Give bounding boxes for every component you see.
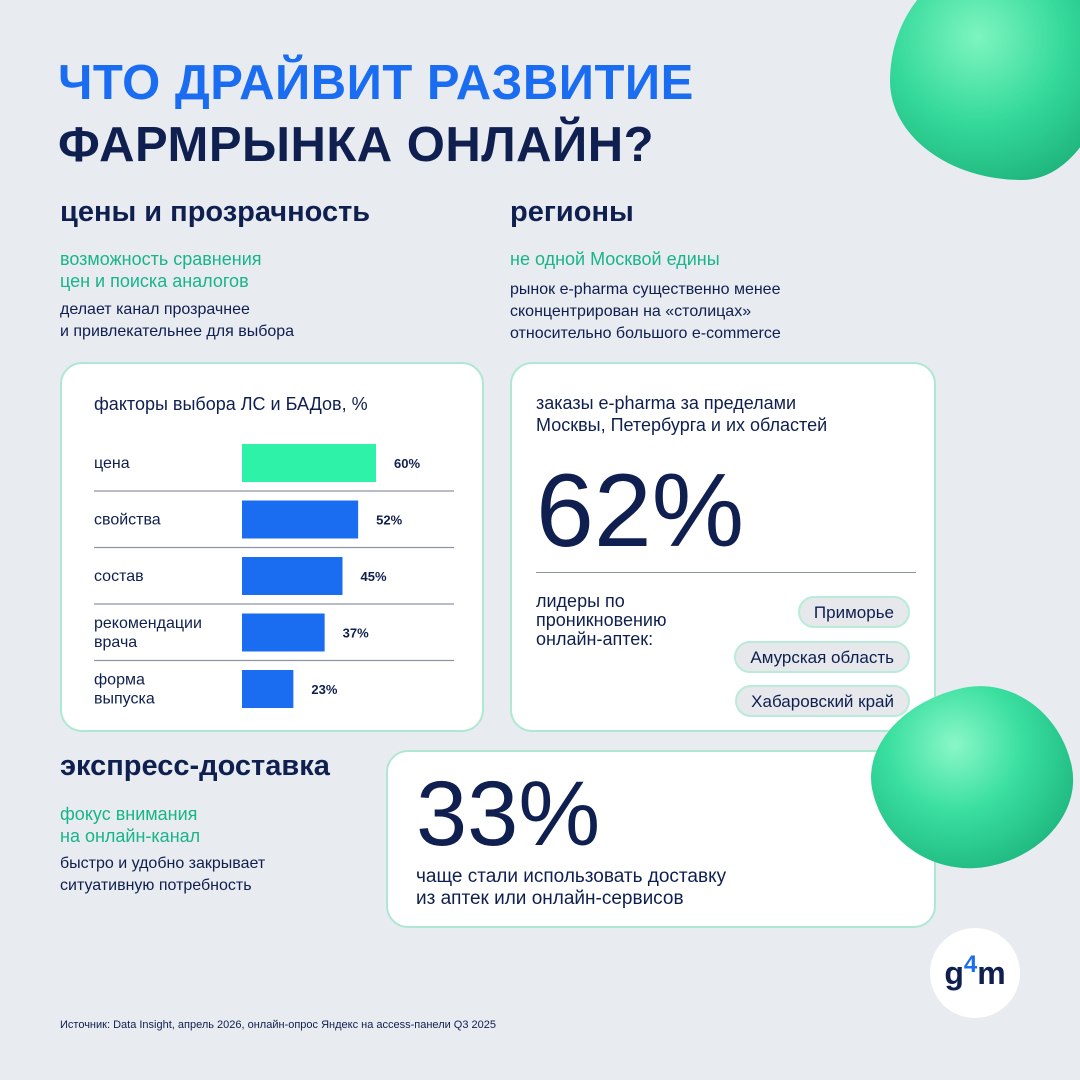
bar — [242, 670, 294, 708]
prices-teal-line-1: возможность сравнения — [60, 249, 262, 269]
regions-card-caption-line-2: Москвы, Петербурга и их областей — [536, 415, 828, 435]
category-label: состав — [94, 568, 144, 585]
bar-chart: цена 60% свойства 52% состав 45% рекомендации в… — [94, 444, 454, 708]
category-label: свойства — [94, 512, 161, 529]
express-card-caption-line-2: из аптек или онлайн-сервисов — [416, 888, 684, 909]
regions-description-line-2: сконцентрирован на «столицах» — [510, 303, 752, 320]
regions-divider — [536, 572, 916, 573]
express-card-caption-line-1: чаще стали использовать доставку — [416, 866, 727, 887]
regions-description: рынок e-pharma существенно менее сконцен… — [510, 279, 781, 345]
value-label: 52% — [376, 513, 402, 528]
value-label: 45% — [361, 569, 387, 584]
title-line-1: ЧТО ДРАЙВИТ РАЗВИТИЕ — [58, 56, 694, 110]
chart-title: факторы выбора ЛС и БАДов, % — [94, 394, 368, 414]
page-title: ЧТО ДРАЙВИТ РАЗВИТИЕ ФАРМРЫНКА ОНЛАЙН? — [58, 52, 694, 176]
region-pill-amur: Амурская область — [734, 641, 910, 673]
regions-card-caption: заказы e-pharma за пределами Москвы, Пет… — [536, 392, 827, 436]
prices-description-line-2: и привлекательнее для выбора — [60, 323, 295, 340]
regions-big-percent: 62% — [536, 453, 745, 569]
prices-heading: цены и прозрачность — [60, 196, 371, 228]
express-description: быстро и удобно закрывает ситуативную по… — [60, 853, 265, 897]
bar — [242, 613, 325, 652]
express-card-caption: чаще стали использовать доставку из апте… — [416, 866, 726, 910]
region-pill-khabarovsk: Хабаровский край — [735, 685, 910, 717]
regions-heading: регионы — [510, 196, 634, 228]
leaders-label-line-1: лидеры по — [536, 591, 625, 611]
regions-description-line-1: рынок e-pharma существенно менее — [510, 281, 781, 298]
logo-g: g — [944, 954, 964, 991]
region-pill-primorye: Приморье — [797, 596, 910, 628]
express-description-line-2: ситуативную потребность — [60, 877, 252, 894]
title-line-2: ФАРМРЫНКА ОНЛАЙН? — [58, 118, 655, 172]
express-teal-line-2: на онлайн-канал — [60, 826, 201, 846]
source-note: Источник: Data Insight, апрель 2026, онл… — [60, 1019, 497, 1031]
regions-card: заказы e-pharma за пределами Москвы, Пет… — [510, 362, 936, 732]
regions-description-line-3: относительно большого e-commerce — [510, 325, 781, 342]
regions-card-caption-line-1: заказы e-pharma за пределами — [536, 393, 797, 413]
value-label: 37% — [343, 626, 369, 641]
prices-teal-line-2: цен и поиска аналогов — [60, 271, 249, 291]
leaders-label: лидеры по проникновению онлайн-аптек: — [536, 592, 666, 649]
leaders-label-line-3: онлайн-аптек: — [536, 629, 654, 649]
chart-card: факторы выбора ЛС и БАДов, % цена 60% свой… — [60, 362, 484, 732]
express-teal-line-1: фокус внимания — [60, 804, 198, 824]
prices-description: делает канал прозрачнее и привлекательне… — [60, 299, 294, 343]
green-blob-top — [890, 0, 1080, 180]
regions-teal-text: не одной Москвой едины — [510, 249, 720, 269]
bar — [242, 557, 343, 595]
value-label: 23% — [311, 682, 337, 697]
leaders-label-line-2: проникновению — [536, 610, 667, 630]
express-big-percent: 33% — [416, 763, 601, 865]
express-heading: экспресс-доставка — [60, 750, 330, 782]
category-label: цена — [94, 455, 130, 472]
express-teal-text: фокус внимания на онлайн-канал — [60, 803, 200, 847]
prices-description-line-1: делает канал прозрачнее — [60, 301, 250, 318]
express-card: 33% чаще стали использовать доставку из … — [386, 750, 936, 928]
logo-m: m — [977, 954, 1006, 991]
category-label: форма выпуска — [94, 672, 155, 708]
bar — [242, 444, 376, 482]
category-label: рекомендации врача — [94, 615, 202, 651]
bar — [242, 500, 359, 539]
prices-teal-text: возможность сравнения цен и поиска анало… — [60, 248, 262, 292]
logo-four: 4 — [963, 951, 978, 978]
express-description-line-1: быстро и удобно закрывает — [60, 855, 266, 872]
value-label: 60% — [394, 456, 420, 471]
